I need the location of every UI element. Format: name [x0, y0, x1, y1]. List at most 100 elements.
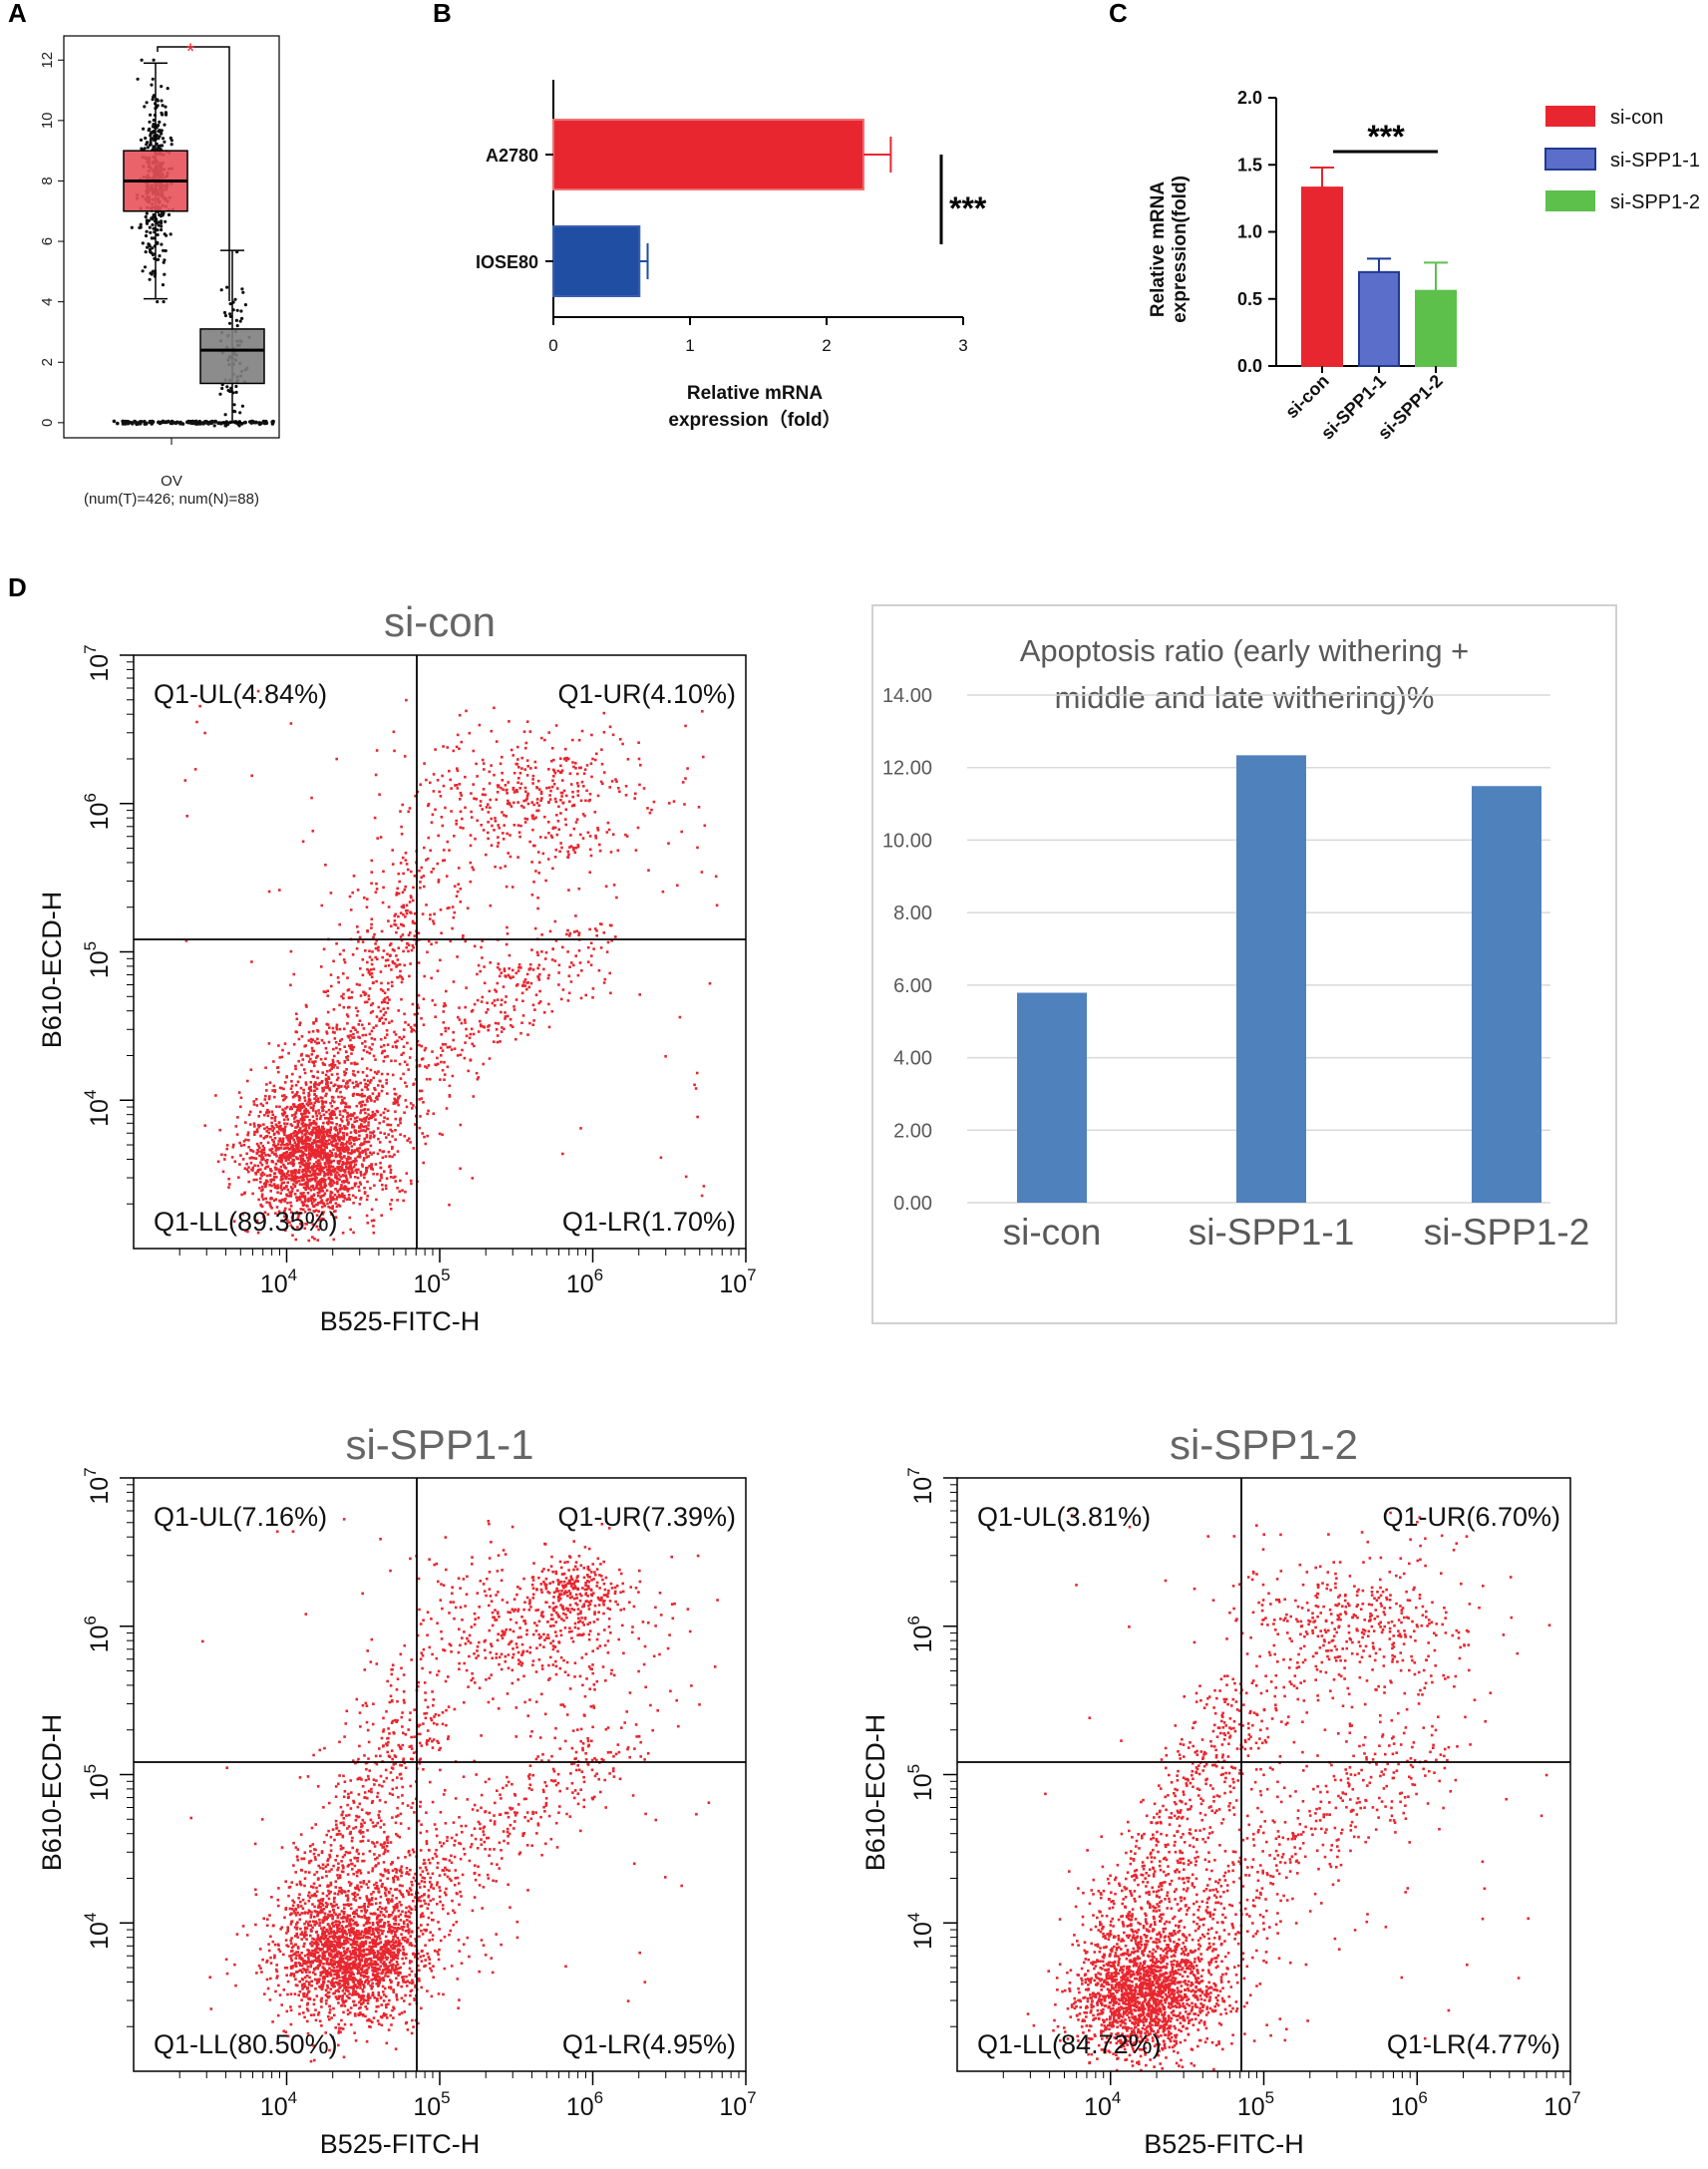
flow-event — [382, 2011, 386, 2015]
flow-event — [342, 1965, 346, 1969]
flow-event — [318, 1225, 322, 1229]
flow-event — [308, 1171, 312, 1174]
flow-event — [395, 1961, 399, 1964]
flow-event — [267, 1097, 271, 1101]
flow-event — [317, 1127, 321, 1131]
flow-event — [304, 1115, 307, 1118]
flow-event — [512, 786, 515, 790]
flow-event — [509, 834, 512, 837]
flow-event — [338, 1148, 342, 1151]
flow-event — [338, 1027, 342, 1031]
a-point — [225, 385, 229, 389]
flow-event — [600, 748, 603, 751]
flow-event — [482, 829, 486, 832]
flow-event — [314, 1180, 317, 1183]
flow-event — [512, 1005, 515, 1008]
flow-event — [372, 1172, 375, 1176]
flow-event — [362, 1049, 366, 1052]
flow-event — [383, 1908, 387, 1911]
flow-event — [301, 1159, 304, 1163]
panel-c-significance: *** — [1367, 119, 1405, 155]
flow-event — [385, 1082, 388, 1085]
flow-event — [380, 1174, 383, 1178]
flow-event — [278, 1125, 282, 1129]
flow-event — [357, 1023, 361, 1026]
flow-event — [293, 1120, 296, 1123]
flow-event — [414, 2018, 418, 2022]
flow-event — [571, 790, 574, 794]
flow-event — [258, 1154, 261, 1158]
flow-event — [570, 804, 574, 808]
flow-event — [235, 1133, 239, 1136]
flow-event — [404, 1190, 407, 1194]
flow-event — [324, 1130, 327, 1134]
flow-event — [292, 1975, 296, 1978]
flow-event — [319, 1200, 323, 1204]
flow-event — [369, 1137, 372, 1140]
flow-event — [402, 1922, 406, 1926]
flow-event — [272, 1178, 276, 1182]
a-point — [167, 212, 171, 216]
a-point — [161, 104, 165, 108]
flow-event — [576, 794, 580, 797]
flow-event — [238, 1163, 241, 1166]
flow-event — [403, 1012, 406, 1016]
flow-event — [534, 993, 538, 996]
flow-event — [305, 1181, 309, 1185]
flow-event — [252, 1100, 255, 1103]
flow-event — [403, 755, 407, 758]
flow-event — [292, 1159, 295, 1162]
flow-event — [365, 1169, 369, 1173]
flow-event — [472, 1095, 476, 1098]
flow-event — [524, 799, 527, 802]
b-xtick-label: 1 — [685, 336, 694, 355]
flow-event — [265, 1083, 268, 1086]
flow-event — [326, 1202, 329, 1206]
a-point — [163, 272, 167, 276]
flow-event — [457, 883, 460, 886]
flow-event — [574, 821, 578, 824]
flow-event — [250, 1156, 253, 1159]
flow-event — [335, 1128, 339, 1132]
flow-event — [516, 801, 519, 804]
flow-event — [528, 730, 532, 733]
a-point — [152, 118, 156, 123]
flow-event — [360, 1129, 363, 1132]
flow-event — [359, 1172, 363, 1175]
flow-event — [347, 1006, 350, 1009]
flow-event — [324, 1165, 328, 1169]
flow-event — [261, 1144, 265, 1148]
flow-event — [618, 738, 622, 741]
a-point-zero — [138, 420, 143, 424]
flow-event — [317, 1194, 320, 1198]
flow-event — [366, 1195, 369, 1198]
flow-event — [313, 2058, 316, 2062]
flow-event — [355, 1138, 358, 1142]
flow-event — [348, 1136, 352, 1140]
flow-event — [400, 1933, 403, 1936]
flow-event — [395, 965, 398, 968]
flow-event — [399, 1121, 402, 1125]
flow-event — [373, 1184, 376, 1187]
flow-event — [277, 1121, 281, 1124]
flow-event — [469, 1032, 473, 1036]
flow-event — [244, 1138, 247, 1142]
flow-event — [360, 1142, 363, 1145]
flow-event — [333, 1083, 337, 1087]
flow-event — [349, 2006, 353, 2009]
a-box — [199, 328, 265, 385]
flow-event — [422, 1101, 425, 1104]
flow-event — [282, 1152, 286, 1155]
flow-event — [242, 1140, 246, 1143]
flow-event — [509, 855, 512, 859]
flow-event — [265, 1089, 268, 1092]
flow-event — [346, 1147, 349, 1151]
flow-event — [300, 1183, 304, 1187]
flow-event — [672, 800, 676, 803]
flow-event — [390, 1059, 393, 1063]
flow-event — [389, 1176, 393, 1179]
flow-event — [577, 949, 581, 952]
flow-event — [393, 1097, 396, 1101]
flow-event — [261, 1198, 265, 1201]
